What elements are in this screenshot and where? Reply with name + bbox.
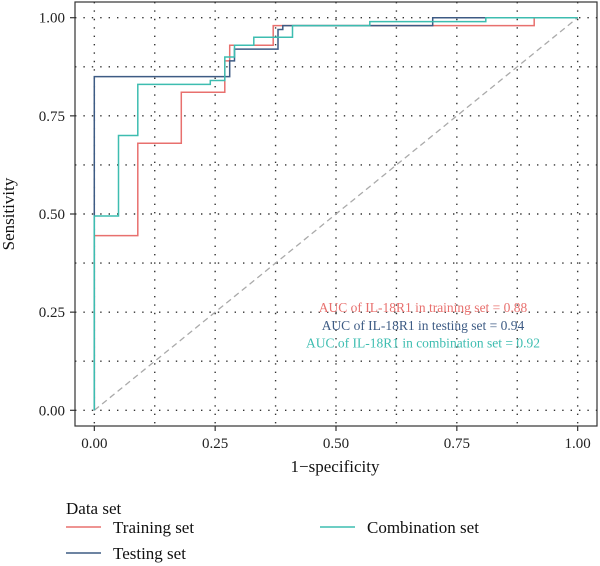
x-tick-label: 0.50 xyxy=(323,436,349,452)
legend-title: Data set xyxy=(66,499,122,518)
legend-label-training-set: Training set xyxy=(113,518,194,537)
auc-annotation-combination-set: AUC of IL-18R1 in combination set = 0.92 xyxy=(306,335,540,350)
roc-line-testing-set xyxy=(93,16,578,411)
auc-annotations: AUC of IL-18R1 in training set = 0.88 AUC… xyxy=(306,300,540,350)
y-tick-label: 0.50 xyxy=(39,207,65,223)
roc-line-combination-set xyxy=(93,16,578,411)
x-axis-label: 1−specificity xyxy=(291,457,380,476)
legend: Training set Testing set Combination set xyxy=(66,518,479,563)
x-axis-ticks: 0.00 0.25 0.50 0.75 1.00 xyxy=(81,426,591,452)
auc-annotation-testing-set: AUC of IL-18R1 in testing set = 0.94 xyxy=(322,318,525,333)
x-tick-label: 0.25 xyxy=(202,436,228,452)
series-lines xyxy=(93,16,578,411)
auc-annotation-training-set: AUC of IL-18R1 in training set = 0.88 xyxy=(319,300,528,315)
reference-diagonal-line xyxy=(93,17,579,411)
x-tick-label: 1.00 xyxy=(565,436,591,452)
y-axis-ticks: 0.00 0.25 0.50 0.75 1.00 xyxy=(39,11,75,419)
y-tick-label: 0.00 xyxy=(39,403,65,419)
legend-label-combination-set: Combination set xyxy=(367,518,479,537)
y-tick-label: 1.00 xyxy=(39,11,65,27)
x-tick-label: 0.75 xyxy=(444,436,470,452)
y-tick-label: 0.75 xyxy=(39,109,65,125)
y-tick-label: 0.25 xyxy=(39,305,65,321)
legend-label-testing-set: Testing set xyxy=(113,544,186,563)
roc-line-training-set xyxy=(93,16,578,411)
y-axis-label: Sensitivity xyxy=(0,177,18,250)
x-tick-label: 0.00 xyxy=(81,436,107,452)
